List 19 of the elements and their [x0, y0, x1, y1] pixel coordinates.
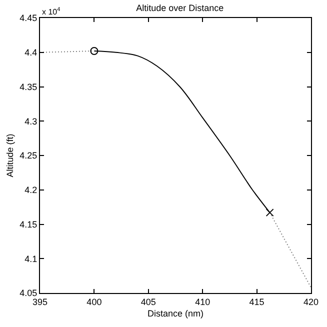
x-axis-title: Distance (nm) [147, 308, 204, 319]
y-tick-label: 4.3 [24, 116, 38, 126]
x-tick-label: 410 [195, 296, 210, 307]
y-tick-label: 4.15 [20, 219, 38, 230]
y-tick-label: 4.25 [20, 150, 38, 161]
chart-title: Altitude over Distance [136, 3, 224, 14]
y-tick-label: 4.4 [24, 48, 38, 58]
x-tick-label: 395 [32, 296, 48, 307]
y-tick-label: 4.35 [20, 82, 38, 92]
y-tick-label: 4.05 [20, 288, 38, 298]
x-tick-label: 405 [140, 296, 156, 307]
y-axis-title: Altitude (ft) [5, 134, 16, 178]
y-tick-label: 4.45 [20, 13, 38, 24]
x-tick-label: 415 [249, 296, 264, 307]
text: x 10$^{4}$ [42, 7, 60, 16]
y-tick-label: 4.2 [24, 185, 38, 196]
x-tick-label: 400 [86, 296, 102, 307]
y-tick-label: 4.1 [24, 254, 38, 264]
x-tick-label: 420 [303, 296, 319, 307]
